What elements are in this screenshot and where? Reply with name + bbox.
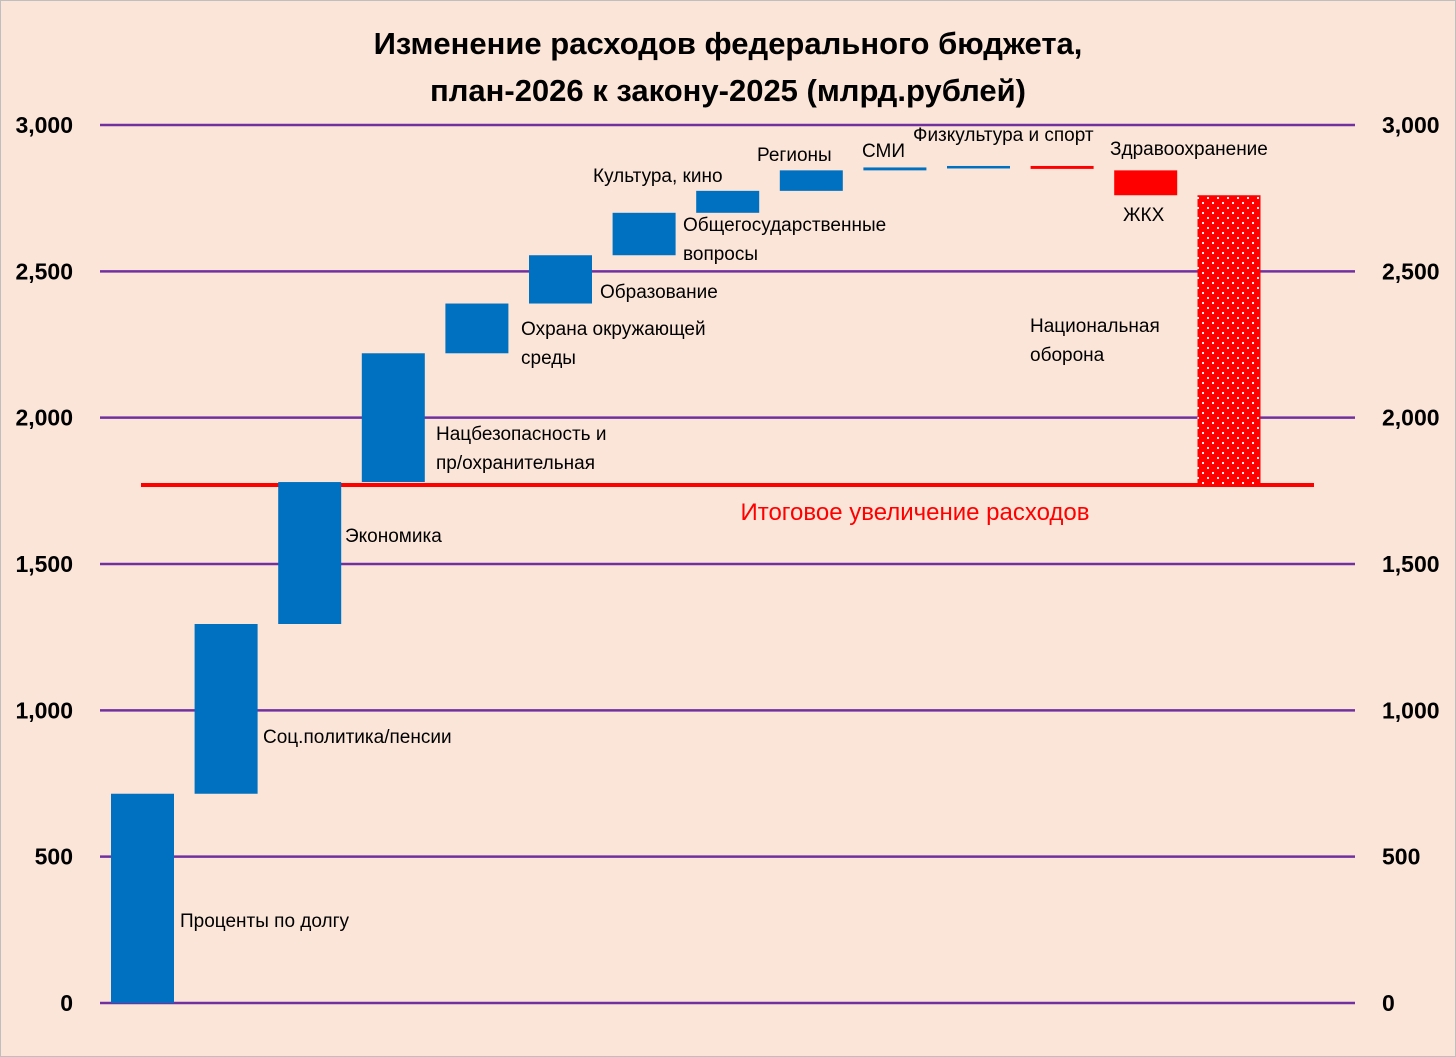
y-tick-label-left: 2,500 [15,258,73,284]
waterfall-bar [278,482,342,624]
bar-label: Охрана окружающей среды [521,319,706,369]
bar-label: Образование [600,282,718,303]
bar-label: Нацбезопасность и пр/охранительная [436,424,606,474]
y-tick-label-left: 0 [60,990,73,1016]
y-axis-ticks: 0 0 500 500 1,000 1,000 1,500 1,500 2,000 2,000 2,… [15,112,1439,1016]
final-bar-defense [1197,195,1261,485]
bar-label: Соц.политика/пенсии [263,727,452,748]
y-tick-label-right: 500 [1382,844,1420,870]
bar-label: Физкультура и спорт [913,125,1094,146]
y-tick-label-left: 2,000 [15,405,73,431]
y-tick-label-right: 1,500 [1382,551,1440,577]
bar-label: Общегосударственные вопросы [683,215,886,265]
chart-title-line-1: Изменение расходов федерального бюджета, [374,26,1083,61]
y-tick-label-left: 1,500 [15,551,73,577]
bar-label: Культура, кино [593,166,723,187]
chart-title: Изменение расходов федерального бюджета,… [374,26,1083,108]
waterfall-bar [529,255,592,304]
bar-label: ЖКХ [1123,205,1165,226]
y-tick-label-right: 3,000 [1382,112,1440,138]
bar-label: Здравоохранение [1110,139,1268,160]
bar-label: Регионы [757,145,832,166]
y-tick-label-left: 1,000 [15,697,73,723]
waterfall-bar [696,190,760,213]
y-tick-label-right: 2,500 [1382,258,1440,284]
waterfall-bar [361,353,425,483]
y-tick-label-left: 3,000 [15,112,73,138]
y-tick-label-right: 1,000 [1382,697,1440,723]
waterfall-bar [779,170,843,191]
bar-label: Экономика [345,526,442,547]
final-bar-label: Национальная оборона [1030,316,1160,366]
chart-title-line-2: план-2026 к закону-2025 (млрд.рублей) [430,73,1026,108]
waterfall-bar [445,303,509,354]
y-tick-label-right: 0 [1382,990,1395,1016]
waterfall-bar [194,623,258,794]
bar-labels: Проценты по долгу Соц.политика/пенсии Экон… [180,125,1268,932]
y-tick-label-right: 2,000 [1382,405,1440,431]
bars [111,165,1314,1003]
waterfall-bar [612,212,676,256]
waterfall-bar [1030,165,1094,169]
total-increase-label: Итоговое увеличение расходов [740,499,1089,526]
bar-label: Проценты по долгу [180,911,350,932]
waterfall-bar [947,165,1010,169]
y-tick-label-left: 500 [35,844,73,870]
waterfall-bar [863,167,927,171]
waterfall-bar [111,793,174,1003]
bar-label: СМИ [862,141,905,162]
waterfall-bar [1114,170,1178,196]
